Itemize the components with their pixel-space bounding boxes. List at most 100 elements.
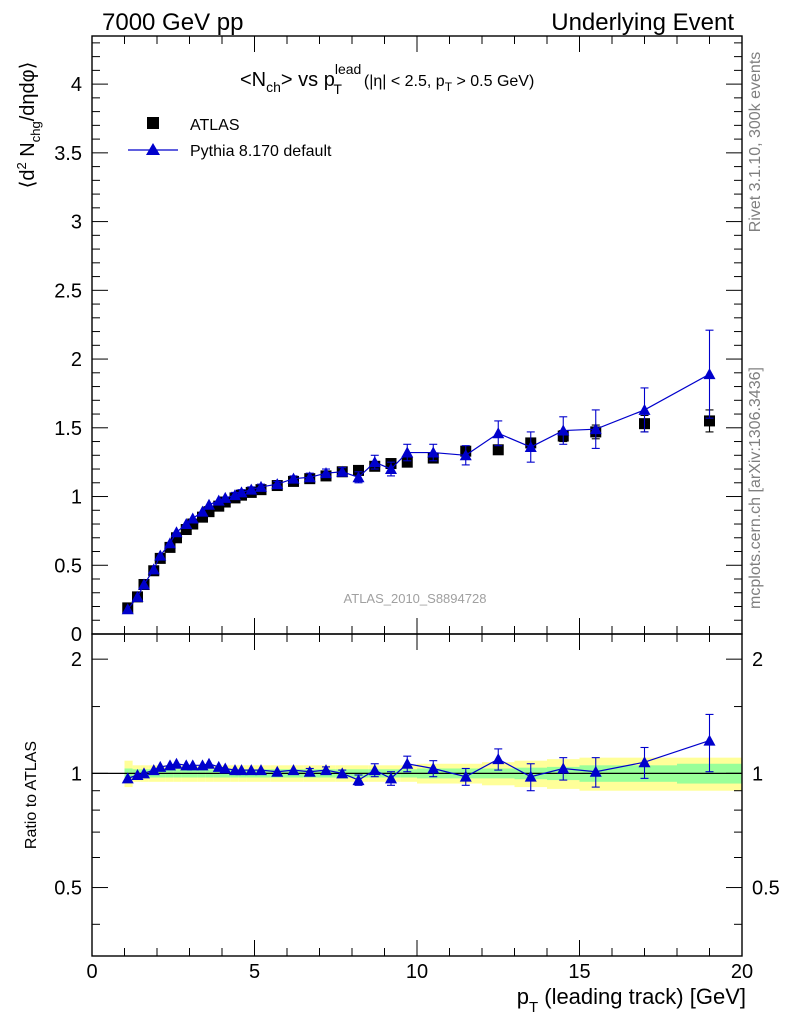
ratio-point (170, 757, 183, 769)
ratio-xtick-label: 20 (731, 961, 753, 983)
pythia-point (138, 578, 150, 590)
main-panel: 0 0.5 1 1.5 2 2.5 3 3.5 4 <Nch> vs plead T (|η| < … (14, 35, 743, 646)
rivet-version-label: Rivet 3.1.10, 300k events (747, 52, 764, 233)
atlas-point (492, 444, 504, 456)
ratio-point (121, 772, 134, 784)
pythia-point (186, 512, 199, 524)
pythia-point (385, 463, 397, 475)
ratio-ytick-label-right: 2 (752, 649, 763, 671)
ratio-point (138, 767, 150, 779)
pythia-point (352, 471, 365, 483)
main-data-points (121, 329, 716, 615)
ratio-point (147, 764, 160, 776)
chart-title: <Nch> vs plead T (|η| < 2.5, pT > 0.5 GeV) (240, 61, 534, 97)
ratio-xtick-label: 0 (86, 961, 97, 983)
ratio-point (589, 765, 602, 777)
ratio-ytick-label: 1 (71, 763, 82, 785)
ratio-point (219, 762, 232, 774)
atlas-point (187, 518, 199, 530)
pythia-point (255, 480, 267, 492)
ratio-xtick-labels: 0 5 10 15 20 (86, 961, 753, 983)
ratio-point (638, 756, 651, 768)
pythia-point (320, 467, 332, 479)
header-right: Underlying Event (551, 9, 734, 36)
ratio-point (703, 734, 716, 746)
legend: ATLAS Pythia 8.170 default (128, 117, 332, 160)
ratio-ytick-label-right: 1 (752, 763, 763, 785)
pythia-point (164, 537, 176, 549)
ratio-point (557, 762, 570, 774)
atlas-point (401, 456, 413, 468)
ratio-ytick-label-right: 0.5 (752, 878, 780, 900)
main-ytick-label: 0 (71, 624, 82, 646)
main-ytick-labels: 0 0.5 1 1.5 2 2.5 3 3.5 4 (54, 74, 82, 646)
ratio-point (427, 762, 440, 774)
pythia-line (127, 373, 710, 610)
pythia-point (524, 441, 537, 453)
legend-marker-pythia (146, 143, 160, 155)
pythia-point (427, 446, 440, 458)
main-axis-ticks (91, 36, 743, 635)
ratio-point (459, 770, 472, 782)
pythia-point (245, 483, 258, 495)
atlas-point (180, 524, 192, 536)
ratio-point (186, 759, 199, 771)
ratio-point (154, 760, 167, 772)
header-left: 7000 GeV pp (102, 9, 243, 36)
pythia-point (271, 478, 284, 490)
pythia-point (557, 424, 570, 436)
pythia-point (235, 486, 248, 498)
ratio-ytick-label: 0.5 (54, 878, 82, 900)
analysis-watermark: ATLAS_2010_S8894728 (344, 591, 487, 606)
atlas-point (203, 506, 215, 518)
ratio-point (255, 764, 267, 776)
ratio-axis-ticks (91, 634, 743, 956)
pythia-point (170, 526, 183, 538)
ratio-point (368, 764, 381, 776)
ratio-point (303, 765, 316, 777)
ratio-point (320, 764, 332, 776)
pythia-point (196, 505, 209, 517)
atlas-point (197, 511, 208, 523)
pythia-point (303, 471, 316, 483)
x-axis-label: pT (leading track) [GeV] (517, 984, 746, 1016)
pythia-point (180, 518, 193, 530)
ratio-point (235, 764, 248, 776)
pythia-point (589, 423, 602, 435)
legend-marker-atlas (147, 117, 159, 129)
main-ytick-label: 3.5 (54, 143, 82, 165)
ratio-point (352, 774, 365, 786)
main-ytick-label: 2 (71, 349, 82, 371)
atlas-point (213, 500, 225, 512)
pythia-point (219, 491, 232, 503)
pythia-point (368, 456, 381, 468)
ratio-point (524, 770, 537, 782)
ratio-ytick-labels: 0.5 0.5 1 1 2 2 (54, 649, 780, 899)
ratio-frame (91, 633, 743, 957)
pythia-point (703, 368, 716, 380)
ratio-point (203, 757, 215, 769)
pythia-point (131, 590, 144, 602)
pythia-point (459, 449, 472, 461)
main-ylabel: ⟨d2 Nchg/dηdφ⟩ (14, 62, 43, 189)
main-ytick-label: 3 (71, 212, 82, 234)
main-ytick-label: 1 (71, 487, 82, 509)
ratio-ylabel: Ratio to ATLAS (23, 741, 40, 849)
main-ytick-label: 2.5 (54, 280, 82, 302)
pythia-point (638, 403, 651, 415)
atlas-point (171, 532, 182, 544)
ratio-point (245, 764, 258, 776)
pythia-point (287, 472, 300, 484)
ratio-xtick-label: 15 (568, 961, 590, 983)
ratio-point (385, 772, 397, 784)
ratio-point (401, 757, 414, 769)
pythia-point (121, 603, 134, 615)
legend-label-pythia: Pythia 8.170 default (190, 143, 332, 160)
ratio-point (287, 764, 300, 776)
pythia-point (147, 563, 160, 575)
atlas-point (353, 464, 364, 476)
mcplots-label: mcplots.cern.ch [arXiv:1306.3436] (747, 367, 764, 609)
pythia-point (401, 446, 414, 458)
pythia-point (203, 498, 215, 510)
